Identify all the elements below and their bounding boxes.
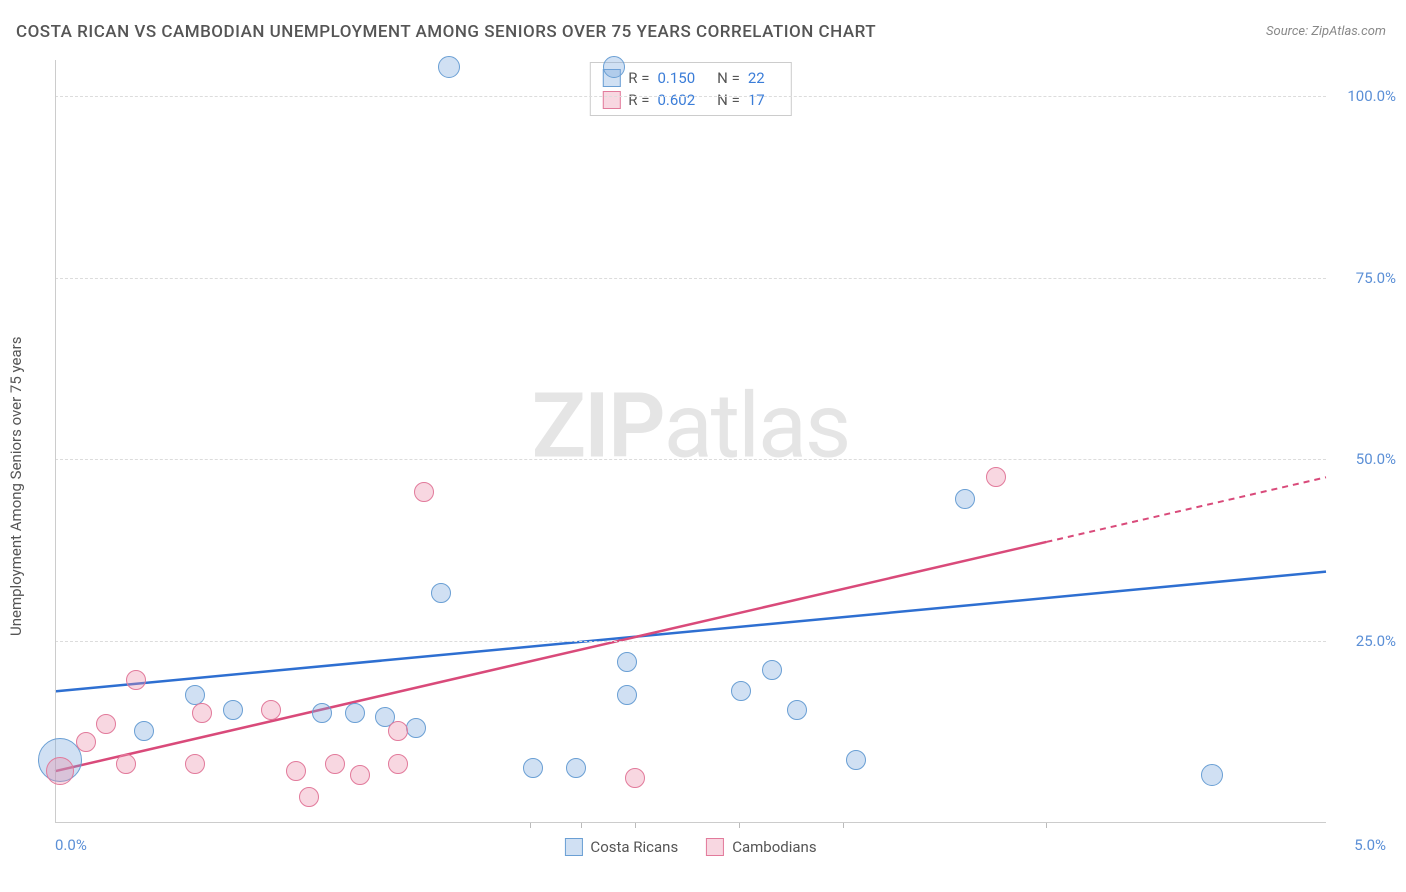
data-point	[345, 703, 365, 723]
legend-stats-row: R =0.602N =17	[602, 89, 778, 111]
data-point	[261, 700, 281, 720]
data-point	[96, 714, 116, 734]
data-point	[406, 718, 426, 738]
y-tick-label: 50.0%	[1356, 450, 1396, 468]
data-point	[617, 652, 637, 672]
legend-series-item: Costa Ricans	[564, 838, 678, 856]
legend-series-name: Costa Ricans	[590, 838, 678, 856]
x-tick-min: 0.0%	[55, 836, 87, 854]
data-point	[625, 768, 645, 788]
data-point	[787, 700, 807, 720]
data-point	[350, 765, 370, 785]
data-point	[955, 489, 975, 509]
data-point	[299, 787, 319, 807]
data-point	[192, 703, 212, 723]
data-point	[986, 467, 1006, 487]
legend-swatch	[706, 838, 724, 856]
legend-series-name: Cambodians	[732, 838, 816, 856]
plot-area: ZIPatlas R =0.150N =22R =0.602N =17 Cost…	[55, 60, 1326, 822]
data-point	[46, 757, 74, 785]
data-point	[312, 703, 332, 723]
trend-lines	[55, 60, 1326, 822]
data-point	[414, 482, 434, 502]
y-tick-label: 25.0%	[1356, 632, 1396, 650]
data-point	[523, 758, 543, 778]
data-point	[431, 583, 451, 603]
source-label: Source: ZipAtlas.com	[1266, 24, 1386, 39]
gridline-h	[55, 641, 1326, 642]
gridline-h	[55, 459, 1326, 460]
x-tick-max: 5.0%	[1354, 836, 1386, 854]
data-point	[603, 56, 625, 78]
data-point	[1201, 764, 1223, 786]
legend-stats-row: R =0.150N =22	[602, 67, 778, 89]
y-tick-label: 100.0%	[1347, 87, 1396, 105]
data-point	[438, 56, 460, 78]
data-point	[617, 685, 637, 705]
data-point	[388, 721, 408, 741]
data-point	[566, 758, 586, 778]
data-point	[134, 721, 154, 741]
data-point	[185, 685, 205, 705]
legend-series-item: Cambodians	[706, 838, 816, 856]
data-point	[286, 761, 306, 781]
gridline-h	[55, 278, 1326, 279]
data-point	[846, 750, 866, 770]
data-point	[76, 732, 96, 752]
legend-swatch	[564, 838, 582, 856]
data-point	[388, 754, 408, 774]
data-point	[731, 681, 751, 701]
data-point	[185, 754, 205, 774]
data-point	[762, 660, 782, 680]
y-tick-label: 75.0%	[1356, 269, 1396, 287]
data-point	[126, 670, 146, 690]
data-point	[325, 754, 345, 774]
data-point	[116, 754, 136, 774]
legend-series: Costa Ricans Cambodians	[564, 838, 816, 856]
legend-swatch	[602, 91, 620, 109]
data-point	[223, 700, 243, 720]
chart-container: COSTA RICAN VS CAMBODIAN UNEMPLOYMENT AM…	[0, 0, 1406, 892]
gridline-h	[55, 96, 1326, 97]
chart-title: COSTA RICAN VS CAMBODIAN UNEMPLOYMENT AM…	[16, 22, 876, 42]
